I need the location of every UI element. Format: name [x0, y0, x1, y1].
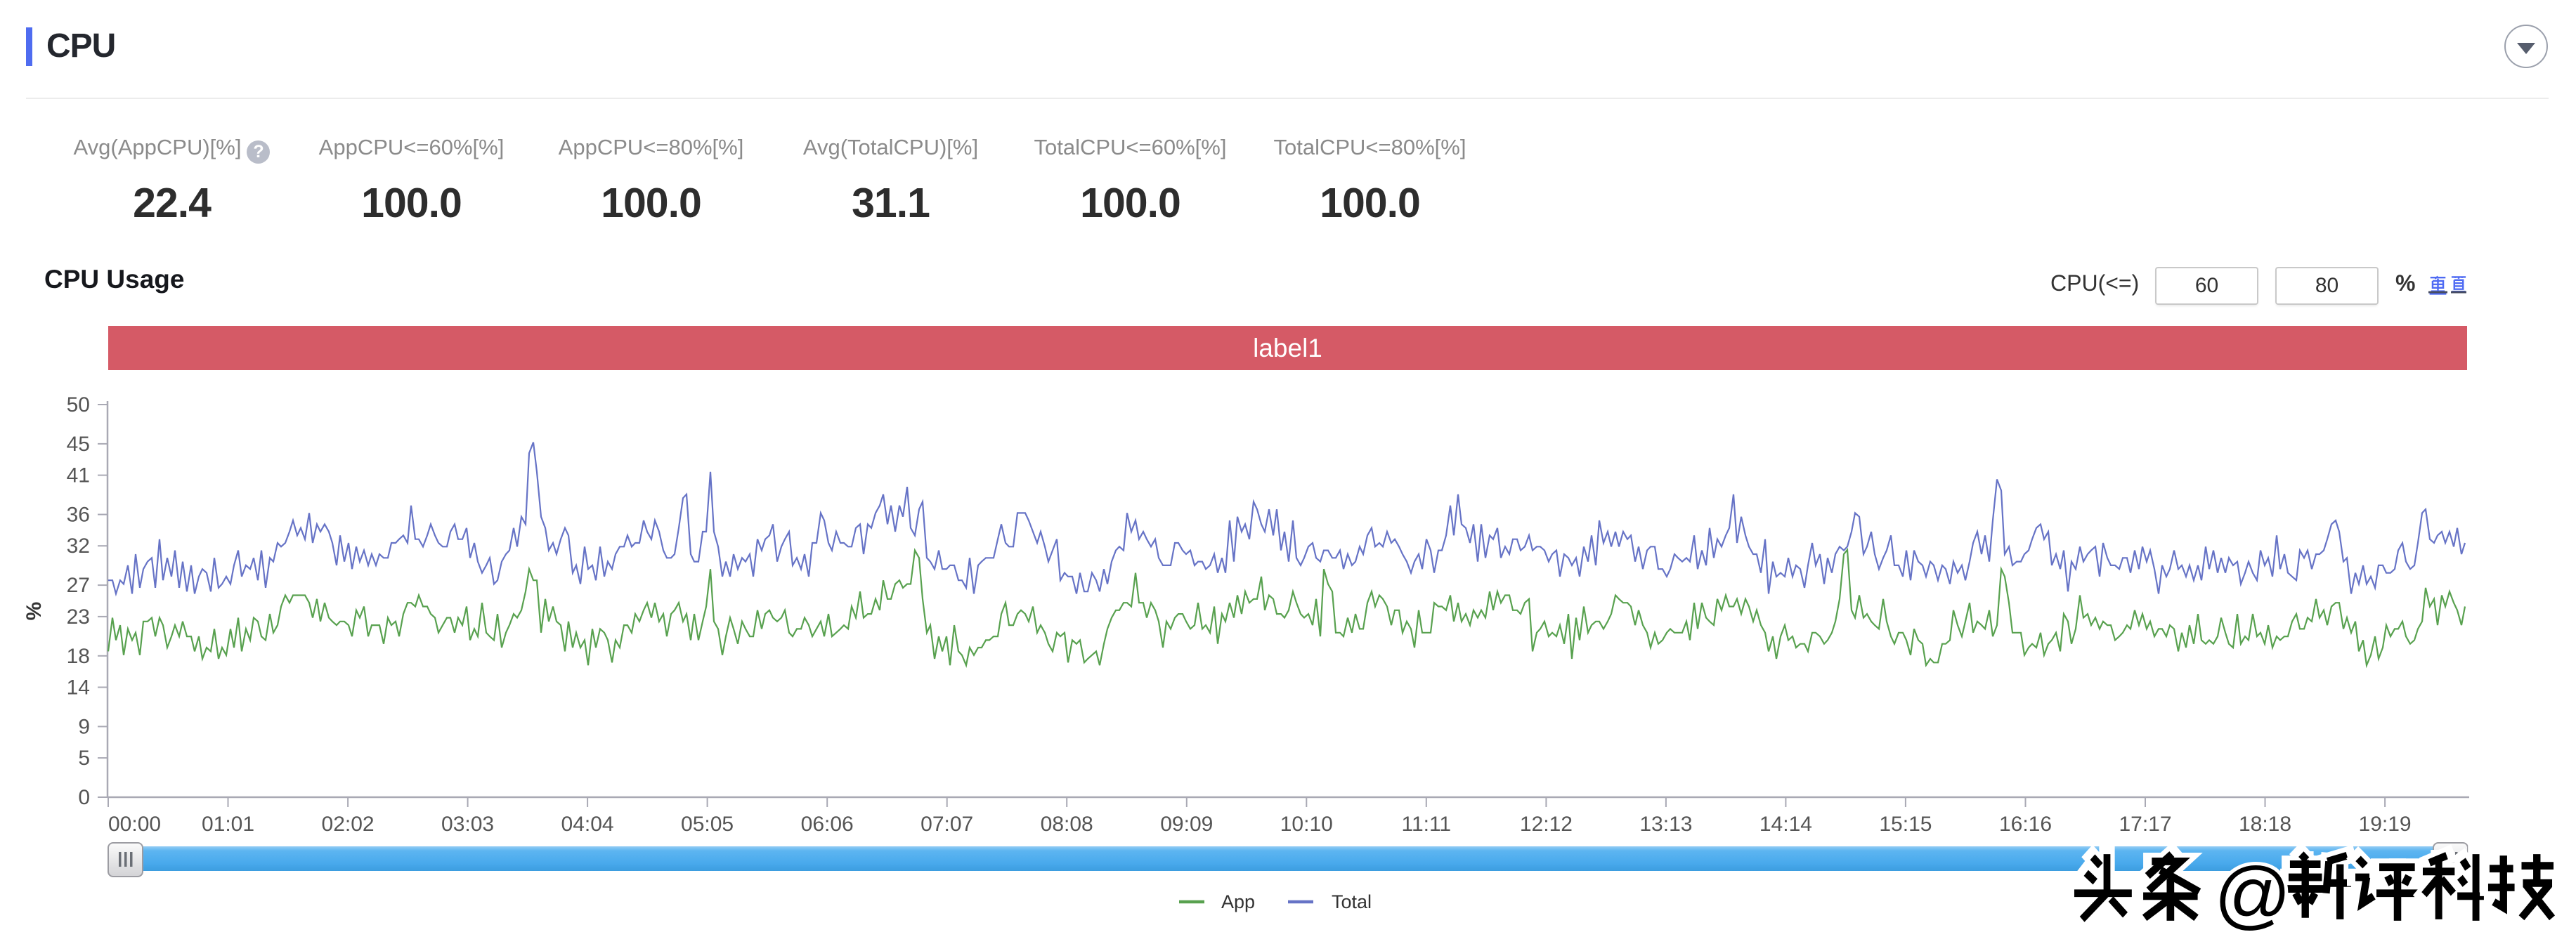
svg-text:18: 18: [67, 645, 90, 668]
svg-text:00:00: 00:00: [108, 813, 161, 836]
svg-text:04:04: 04:04: [561, 813, 614, 836]
svg-text:App: App: [1221, 891, 1255, 912]
svg-text:19:19: 19:19: [2359, 813, 2412, 836]
svg-text:23: 23: [67, 605, 90, 629]
svg-text:@: @: [2214, 851, 2291, 936]
svg-text:14:14: 14:14: [1759, 813, 1812, 836]
svg-text:45: 45: [67, 433, 90, 456]
svg-text:13:13: 13:13: [1639, 813, 1692, 836]
svg-text:16:16: 16:16: [1999, 813, 2052, 836]
svg-text:14: 14: [67, 676, 90, 700]
svg-text:15:15: 15:15: [1879, 813, 1932, 836]
svg-text:09:09: 09:09: [1160, 813, 1213, 836]
svg-text:27: 27: [67, 574, 90, 597]
svg-text:18:18: 18:18: [2239, 813, 2291, 836]
svg-text:03:03: 03:03: [441, 813, 494, 836]
svg-text:01:01: 01:01: [202, 813, 254, 836]
svg-text:32: 32: [67, 534, 90, 558]
svg-text:11:11: 11:11: [1401, 813, 1451, 836]
svg-text:41: 41: [67, 464, 90, 487]
svg-text:36: 36: [67, 504, 90, 527]
svg-text:Total: Total: [1332, 891, 1372, 912]
svg-text:02:02: 02:02: [322, 813, 375, 836]
svg-text:07:07: 07:07: [921, 813, 973, 836]
svg-text:10:10: 10:10: [1280, 813, 1333, 836]
svg-text:%: %: [22, 602, 46, 621]
svg-text:5: 5: [78, 747, 90, 770]
svg-text:0: 0: [78, 786, 90, 809]
svg-text:17:17: 17:17: [2119, 813, 2171, 836]
svg-text:9: 9: [78, 715, 90, 738]
svg-text:06:06: 06:06: [801, 813, 854, 836]
svg-text:05:05: 05:05: [681, 813, 734, 836]
svg-text:12:12: 12:12: [1520, 813, 1573, 836]
svg-text:50: 50: [67, 393, 90, 417]
svg-text:08:08: 08:08: [1041, 813, 1093, 836]
